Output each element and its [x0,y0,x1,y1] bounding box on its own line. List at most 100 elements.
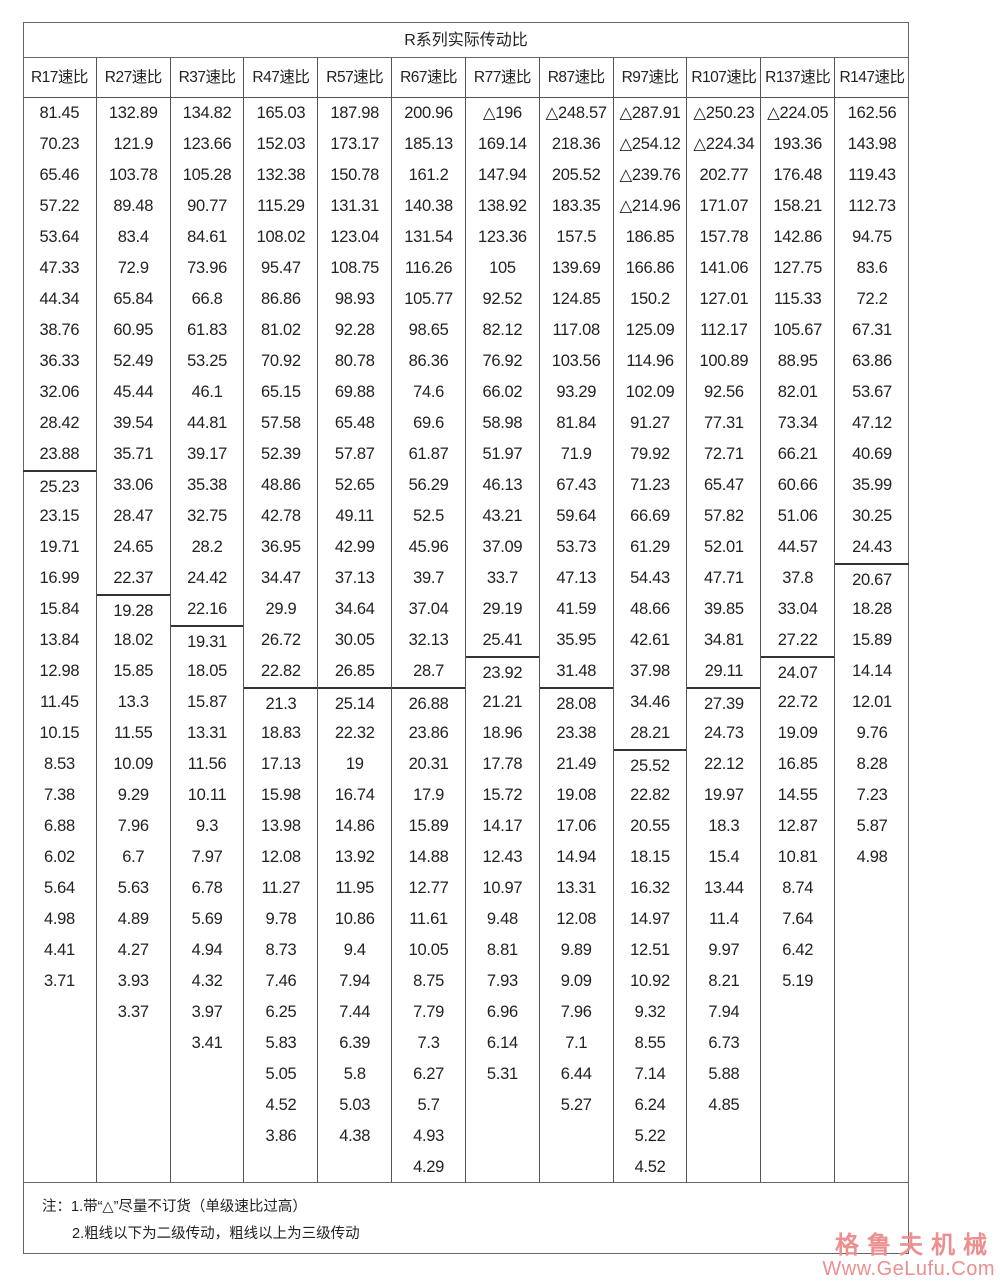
table-cell: 119.43 [848,166,896,184]
table-title: R系列实际传动比 [23,22,909,58]
table-cell: 143.98 [847,135,897,153]
table-cell: 86.36 [408,352,449,370]
table-cell: 7.46 [265,972,297,990]
table-cell: 60.66 [777,476,818,494]
table-cell: 93.29 [556,383,597,401]
table-cell: 27.22 [777,631,818,649]
table-cell: 105.28 [182,166,232,184]
table-cell: 100.89 [699,352,749,370]
table-cell: 4.41 [43,941,75,959]
table-cell: 71.23 [630,476,670,494]
table-cell: 33.04 [777,600,818,618]
table-cell: 37.13 [334,569,375,587]
table-cell: 58.98 [482,414,523,432]
table-cell: 25.52 [613,749,687,780]
table-cell: 123.04 [330,228,380,246]
table-cell: 4.98 [43,910,75,928]
table-cell: 41.59 [556,600,597,618]
table-cell: 8.74 [782,879,814,897]
table-cell: 15.4 [708,848,740,866]
table-cell: 102.09 [625,383,675,401]
table-cell: 73.96 [187,259,227,277]
table-cell: 23.88 [39,445,80,463]
table-body: 81.45 70.23 65.46 57.22 53.64 47.33 44.34 38.76… [23,98,909,1183]
table-column: 132.89 121.9 103.78 89.48 83.4 72.9 65.84 60.95… [96,98,171,1182]
table-cell: 18.02 [113,631,154,649]
table-cell: 73.34 [777,414,818,432]
table-cell: 16.85 [777,755,818,773]
table-cell: 44.81 [187,414,227,432]
column-header: R107速比 [687,58,762,97]
table-cell: 134.82 [182,104,232,122]
table-cell: 15.89 [852,631,892,649]
table-cell: 9.3 [196,817,219,835]
table-cell: 116.26 [404,259,453,277]
table-cell: 5.27 [560,1096,592,1114]
table-column: △196 169.14 147.94 138.92 123.36 105 92.52 82.1… [465,98,540,1182]
table-cell: 12.08 [556,910,597,928]
table-cell: △287.91 [619,104,681,122]
table-cell: 70.23 [39,135,80,153]
table-cell: 45.44 [113,383,154,401]
table-cell: 158.21 [773,197,823,215]
table-cell: 5.63 [117,879,149,897]
table-cell: 52.5 [413,507,445,525]
table-cell: 132.38 [256,166,306,184]
table-cell: 187.98 [330,104,380,122]
table-cell: 95.47 [261,259,301,277]
table-cell: 147.94 [478,166,527,184]
table-cell: 30.25 [852,507,892,525]
table-cell: 11.55 [113,724,153,742]
table-cell: △224.34 [693,135,755,153]
table-cell: 115.29 [257,197,305,215]
table-cell: 6.25 [265,1003,297,1021]
table-cell: 125.09 [625,321,675,339]
table-cell: 82.12 [482,321,523,339]
table-cell: 47.71 [703,569,744,587]
table-cell: 3.86 [265,1127,297,1145]
table-cell: 8.53 [43,755,75,773]
table-cell: 72.9 [117,259,149,277]
table-cell: 63.86 [852,352,892,370]
table-cell: 14.17 [482,817,523,835]
column-header: R67速比 [392,58,466,97]
table-cell: 5.7 [417,1096,440,1114]
table-cell: 12.51 [630,941,670,959]
table-cell: 19.28 [96,594,170,625]
table-cell: 10.97 [482,879,523,897]
table-cell: 98.93 [334,290,375,308]
table-cell: 65.48 [334,414,375,432]
table-cell: 25.23 [23,470,96,501]
table-cell: 28.08 [539,687,613,718]
table-column: △248.57 218.36 205.52 183.35 157.5 139.69 124.… [539,98,614,1182]
table-cell: 12.77 [408,879,449,897]
table-cell: 24.43 [852,538,892,556]
table-cell: 66.21 [777,445,818,463]
table-cell: 21.3 [244,687,318,718]
table-cell: 81.02 [261,321,301,339]
table-cell: 22.82 [630,786,670,804]
table-cell: 9.09 [560,972,592,990]
note-2: 2.粗线以下为二级传动，粗线以上为三级传动 [72,1226,360,1242]
table-cell: 21.49 [556,755,597,773]
table-cell: 9.29 [117,786,149,804]
table-cell: 23.38 [556,724,597,742]
table-cell: 19.97 [703,786,744,804]
watermark-name: 格鲁夫机械 [835,1230,995,1259]
table-cell: 150.2 [630,290,670,308]
table-cell: 7.94 [708,1003,740,1021]
table-cell: 24.65 [113,538,154,556]
table-cell: 29.11 [704,662,744,680]
table-cell: 19.09 [777,724,818,742]
table-cell: 23.86 [408,724,449,742]
table-cell: 4.32 [191,972,223,990]
table-cell: 69.88 [334,383,375,401]
table-cell: 65.84 [113,290,154,308]
table-cell: 16.74 [334,786,375,804]
table-cell: 17.9 [413,786,445,804]
table-cell: 29.9 [265,600,297,618]
column-header: R27速比 [97,58,171,97]
table-cell: 6.73 [708,1034,740,1052]
column-header: R57速比 [318,58,393,97]
table-cell: 7.79 [413,1003,445,1021]
